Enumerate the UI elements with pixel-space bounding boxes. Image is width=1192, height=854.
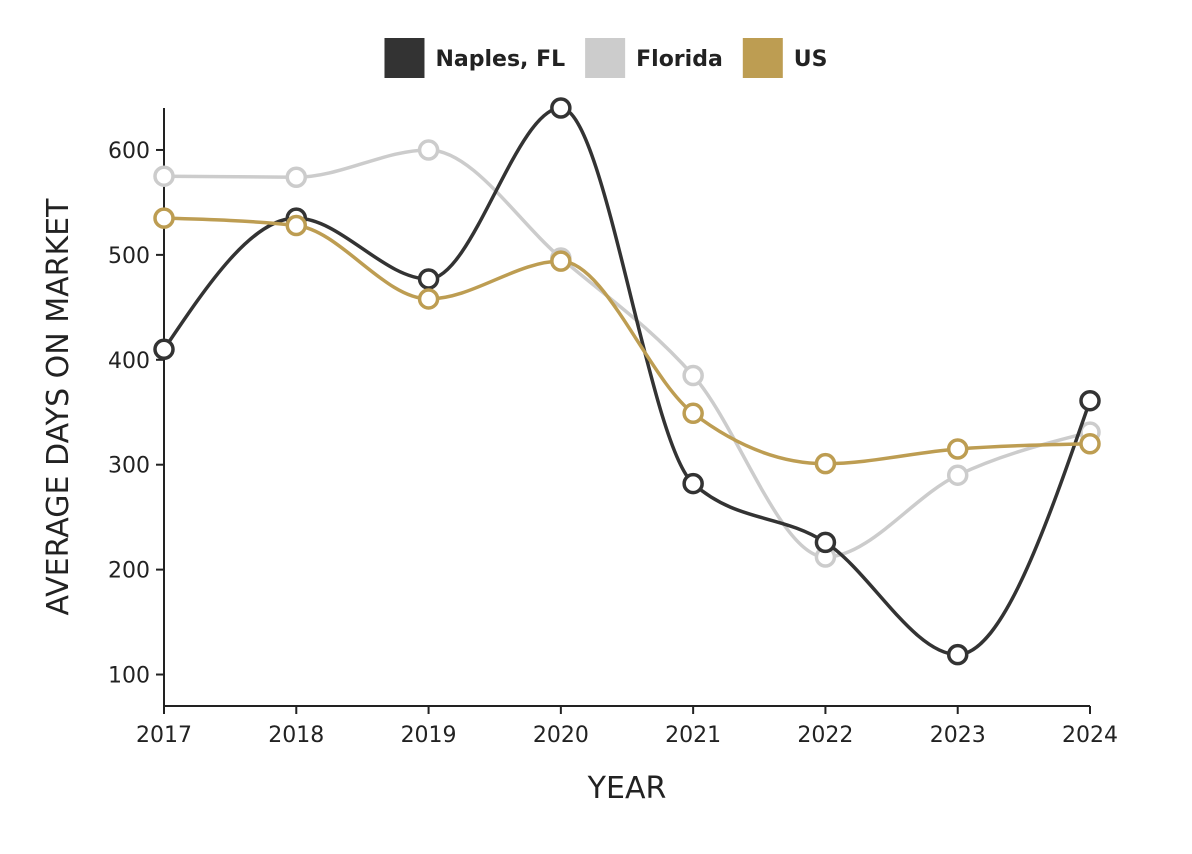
x-tick-label: 2019 (401, 723, 457, 748)
y-tick-label: 500 (108, 244, 150, 269)
x-tick-label: 2022 (797, 723, 853, 748)
data-point-us-2022 (814, 452, 837, 475)
y-tick-label: 400 (108, 349, 150, 374)
legend-item-us: US (742, 38, 828, 78)
data-point-naples-fl-2017 (153, 338, 175, 361)
legend-swatch-us (742, 38, 783, 78)
x-axis-title: YEAR (587, 771, 667, 806)
legend-item-naples-fl: Naples, FL (384, 38, 565, 78)
data-point-us-2023 (946, 438, 969, 460)
legend-item-florida: Florida (585, 38, 723, 78)
data-point-florida-2018 (285, 166, 308, 188)
data-point-us-2017 (153, 207, 175, 229)
series-line-us (163, 216, 1091, 466)
data-point-us-2018 (285, 214, 308, 237)
data-point-naples-fl-2022 (814, 531, 837, 554)
data-point-us-2021 (682, 402, 704, 425)
y-tick-label: 300 (108, 454, 150, 479)
x-tick-label: 2024 (1062, 723, 1118, 748)
data-point-florida-2017 (153, 165, 175, 187)
data-point-florida-2021 (682, 364, 704, 387)
legend-swatch-naples-fl (384, 38, 425, 78)
legend-label-florida: Florida (636, 47, 723, 72)
x-tick-label: 2021 (665, 723, 721, 748)
legend-label-naples-fl: Naples, FL (435, 47, 565, 72)
data-point-naples-fl-2023 (946, 643, 969, 666)
y-tick-label: 200 (108, 559, 150, 584)
series-group (153, 97, 1101, 666)
x-ticks: 2017 2018 2019 2020 2021 2022 2023 2024 (136, 706, 1118, 748)
series-florida (153, 139, 1101, 568)
data-point-us-2024 (1079, 432, 1101, 455)
series-us (153, 207, 1101, 475)
data-point-florida-2023 (946, 464, 969, 486)
x-tick-label: 2020 (533, 723, 589, 748)
series-line-florida (163, 148, 1091, 559)
legend-label-us: US (794, 47, 828, 72)
series-line-naples-fl (162, 106, 1092, 657)
y-tick-label: 600 (108, 139, 150, 164)
data-point-us-2020 (550, 250, 572, 272)
data-point-florida-2019 (417, 139, 440, 161)
series-naples-fl (153, 97, 1101, 666)
data-point-us-2019 (417, 288, 440, 310)
x-tick-label: 2018 (268, 723, 324, 748)
data-point-naples-fl-2024 (1079, 389, 1101, 412)
x-tick-label: 2017 (136, 723, 192, 748)
y-ticks: 100 200 300 400 500 600 (108, 139, 164, 689)
data-point-naples-fl-2020 (550, 97, 572, 119)
data-point-naples-fl-2021 (682, 472, 704, 495)
x-tick-label: 2023 (930, 723, 986, 748)
y-tick-label: 100 (108, 664, 150, 689)
legend-swatch-florida (585, 38, 626, 78)
data-point-naples-fl-2019 (417, 268, 440, 290)
y-axis-title: AVERAGE DAYS ON MARKET (41, 198, 76, 616)
legend: Naples, FL Florida US (384, 38, 828, 78)
